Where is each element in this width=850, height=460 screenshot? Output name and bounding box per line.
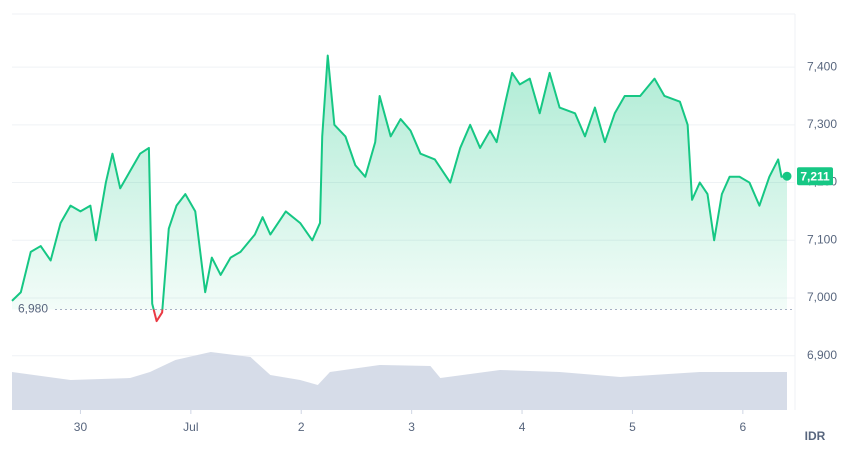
x-tick-label: 6 [739,420,746,434]
y-tick-label: 7,300 [807,117,837,131]
x-tick-label: Jul [183,420,198,434]
price-area [12,55,787,322]
current-dot [782,171,792,181]
y-tick-label: 7,100 [807,232,837,246]
baseline-label: 6,980 [18,302,48,316]
x-tick-label: 2 [298,420,305,434]
x-tick-label: 3 [408,420,415,434]
y-tick-label: 7,000 [807,290,837,304]
price-line [11,54,788,323]
x-tick-label: 5 [629,420,636,434]
volume-area [12,352,787,410]
y-tick-label: 7,400 [807,59,837,73]
current-label: 7,211 [800,169,830,183]
x-tick-label: 30 [74,420,88,434]
currency-label: IDR [805,429,826,443]
current-tag [797,167,833,186]
x-tick-label: 4 [519,420,526,434]
y-tick-label: 6,900 [807,348,837,362]
